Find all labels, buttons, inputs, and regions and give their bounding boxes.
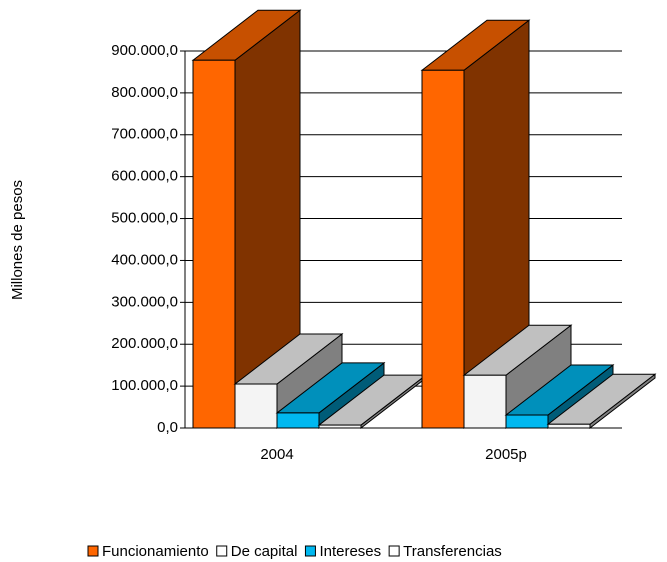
y-tick-label: 500.000,0	[111, 210, 178, 227]
legend-label: Funcionamiento	[102, 543, 209, 560]
legend-swatch	[216, 545, 228, 557]
y-tick-label: 800.000,0	[111, 84, 178, 101]
x-tick-label: 2004	[260, 446, 293, 463]
bar	[547, 423, 591, 429]
y-tick-label: 700.000,0	[111, 126, 178, 143]
legend-swatch	[304, 545, 316, 557]
legend-label: Transferencias	[403, 543, 502, 560]
bar	[318, 424, 362, 429]
y-tick-label: 100.000,0	[111, 377, 178, 394]
bar	[192, 59, 236, 429]
y-tick-label: 900.000,0	[111, 42, 178, 59]
x-tick-label: 2005p	[485, 446, 527, 463]
bar	[234, 383, 278, 429]
legend-swatch	[388, 545, 400, 557]
legend-label: Intereses	[319, 543, 381, 560]
y-tick-label: 600.000,0	[111, 168, 178, 185]
y-tick-label: 400.000,0	[111, 251, 178, 268]
y-axis-label: Millones de pesos	[9, 180, 26, 300]
legend-swatch	[87, 545, 99, 557]
bar	[463, 374, 507, 429]
legend-label: De capital	[231, 543, 298, 560]
y-tick-label: 300.000,0	[111, 293, 178, 310]
bar	[421, 69, 465, 429]
bar	[276, 412, 320, 429]
bar	[505, 414, 549, 429]
y-tick-label: 0,0	[157, 419, 178, 436]
y-tick-label: 200.000,0	[111, 335, 178, 352]
